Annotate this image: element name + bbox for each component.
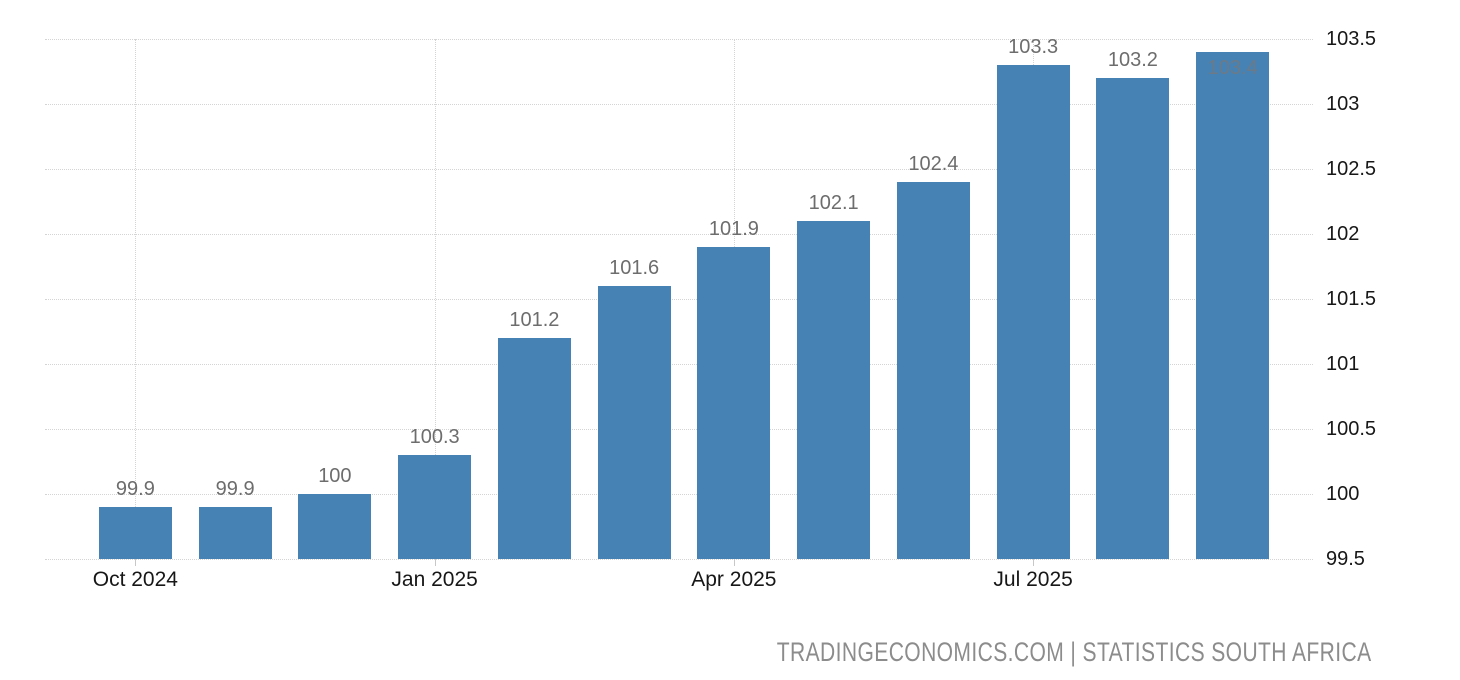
y-gridline <box>45 364 1313 365</box>
y-axis-tick-label: 101.5 <box>1326 288 1377 310</box>
x-axis-tick <box>733 559 735 566</box>
bar[interactable] <box>896 182 970 559</box>
x-gridline <box>434 39 436 559</box>
y-axis-tick-label: 99.5 <box>1326 548 1365 570</box>
bar-value-label: 101.6 <box>609 257 660 279</box>
bar[interactable] <box>198 507 272 559</box>
y-axis-tick-label: 102.5 <box>1326 158 1377 180</box>
x-axis-tick <box>1033 559 1035 566</box>
x-axis-tick <box>434 559 436 566</box>
x-axis-tick <box>135 559 137 566</box>
y-gridline <box>45 559 1313 560</box>
y-axis-tick-label: 103 <box>1326 93 1360 115</box>
bar-value-label: 100 <box>318 465 352 487</box>
x-axis-tick-label: Apr 2025 <box>691 568 777 591</box>
bar-value-label: 103.3 <box>1008 36 1059 58</box>
y-axis-tick-label: 100.5 <box>1326 418 1377 440</box>
x-axis-tick-label: Jul 2025 <box>993 568 1073 591</box>
y-gridline <box>45 234 1313 235</box>
bar[interactable] <box>1196 52 1270 559</box>
bar[interactable] <box>98 507 172 559</box>
x-axis-tick-label: Jan 2025 <box>391 568 478 591</box>
bar-value-label: 102.4 <box>908 153 959 175</box>
bar[interactable] <box>597 286 671 559</box>
bar-value-label: 99.9 <box>115 478 155 500</box>
bar-value-label: 99.9 <box>215 478 255 500</box>
bar-value-label: 100.3 <box>409 426 460 448</box>
y-gridline <box>45 299 1313 300</box>
y-axis-tick-label: 102 <box>1326 223 1360 245</box>
y-gridline <box>45 169 1313 170</box>
bar-value-label: 103.2 <box>1107 49 1158 71</box>
bar-value-label: 101.2 <box>509 309 560 331</box>
bar[interactable] <box>1096 78 1170 559</box>
y-gridline <box>45 494 1313 495</box>
bar[interactable] <box>298 494 372 559</box>
bar[interactable] <box>697 247 771 559</box>
y-axis-tick-label: 100 <box>1326 483 1360 505</box>
bar[interactable] <box>797 221 871 559</box>
bar-value-label: 101.9 <box>708 218 759 240</box>
x-axis-tick-label: Oct 2024 <box>92 568 178 591</box>
y-gridline <box>45 429 1313 430</box>
bar[interactable] <box>996 65 1070 559</box>
attribution-text: TRADINGECONOMICS.COM | STATISTICS SOUTH … <box>777 637 1372 667</box>
y-gridline <box>45 104 1313 105</box>
y-axis-tick-label: 101 <box>1326 353 1360 375</box>
bar-value-label: 102.1 <box>808 192 859 214</box>
bar[interactable] <box>398 455 472 559</box>
y-axis-tick-label: 103.5 <box>1326 28 1377 50</box>
x-gridline <box>135 39 137 559</box>
bar-value-label: 103.4 <box>1207 57 1258 79</box>
y-gridline <box>45 39 1313 40</box>
bar[interactable] <box>497 338 571 559</box>
